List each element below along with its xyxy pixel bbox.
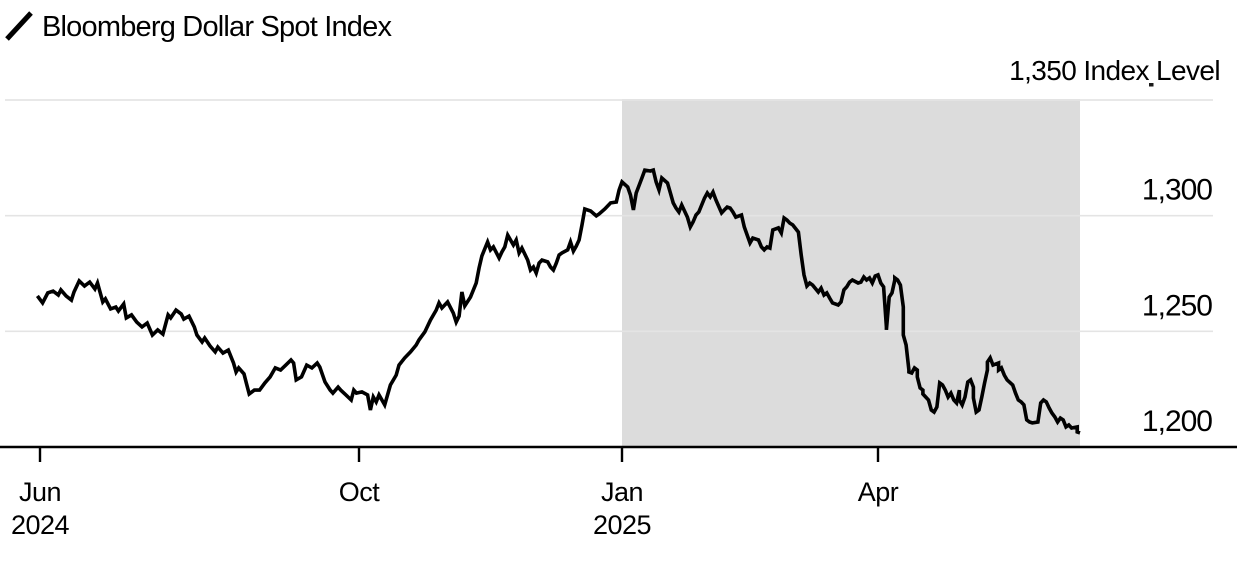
y-tick-label: 1,200 [1142, 405, 1212, 438]
index-line [35, 167, 1081, 435]
x-tick-label: Apr [858, 477, 899, 507]
chart-title: Bloomberg Dollar Spot Index [42, 11, 392, 43]
x-tick-label: Jan [601, 477, 643, 507]
x-tick-label: Jun [19, 477, 61, 507]
x-tick-label: Oct [339, 477, 381, 507]
shaded-region [622, 99, 1080, 447]
y-axis-header: 1,350 Index Level [1009, 55, 1220, 86]
legend: Bloomberg Dollar Spot Index [5, 11, 393, 43]
slash-line-icon [5, 11, 33, 41]
y-tick-label: 1,250 [1142, 289, 1212, 322]
y-axis-header-tick [1149, 83, 1154, 87]
x-tick-year-label: 2024 [11, 510, 70, 540]
x-tick-year-label: 2025 [593, 510, 651, 540]
y-tick-label: 1,300 [1142, 174, 1212, 207]
